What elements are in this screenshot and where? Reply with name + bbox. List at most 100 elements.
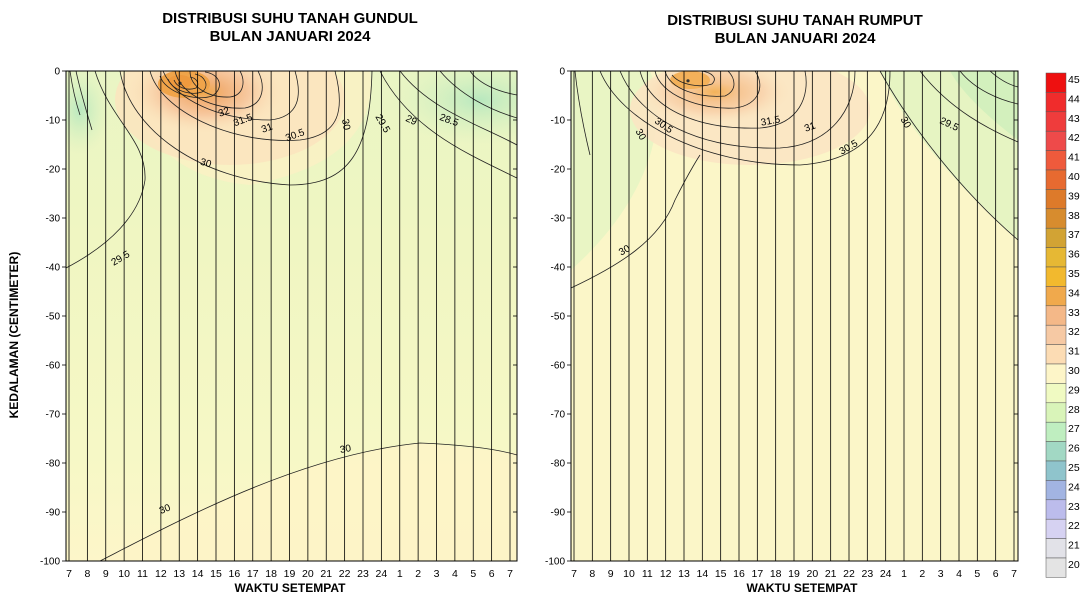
x-axis-label-rumput: WAKTU SETEMPAT [746,581,858,595]
colorbar-swatch [1045,441,1067,462]
x-tick-label: 12 [660,568,672,580]
contour-fill-gundul [66,71,517,561]
x-tick-label: 24 [880,568,892,580]
x-tick-label: 22 [843,568,855,580]
colorbar-swatch [1045,421,1067,442]
colorbar-label: 37 [1068,229,1080,241]
colorbar-swatch [1045,227,1067,248]
x-tick-label: 24 [376,568,388,580]
colorbar-swatch [1045,92,1067,113]
colorbar-swatch [1045,208,1067,229]
colorbar-label: 42 [1068,132,1080,144]
y-tick-label: -100 [545,557,565,568]
y-tick-label: -80 [551,459,566,470]
contour-label: 32 [217,105,232,119]
colorbar-label: 38 [1068,210,1080,222]
x-tick-label: 21 [825,568,837,580]
x-tick-label: 3 [434,568,440,580]
colorbar-swatch [1045,518,1067,539]
x-tick-label: 16 [733,568,745,580]
x-tick-label: 10 [623,568,635,580]
x-tick-label: 10 [118,568,130,580]
x-tick-label: 5 [470,568,476,580]
colorbar-label: 29 [1068,384,1080,396]
contour-label: 30 [633,127,648,143]
x-tick-label: 12 [155,568,167,580]
colorbar-label: 36 [1068,249,1080,261]
contour-label: 30 [339,118,352,131]
x-tick-label: 16 [229,568,241,580]
y-tick-label: -60 [46,361,61,372]
colorbar-swatch [1045,247,1067,268]
x-tick-label: 4 [956,568,962,580]
y-tick-label: -30 [46,214,61,225]
x-tick-label: 18 [770,568,782,580]
colorbar-swatch [1045,383,1067,404]
colorbar-swatch [1045,324,1067,345]
colorbar-label: 21 [1068,540,1080,552]
colorbar-label: 23 [1068,501,1080,513]
contour-label: 30 [898,115,913,131]
colorbar-swatch [1045,402,1067,423]
colorbar-label: 27 [1068,423,1080,435]
colorbar-label: 20 [1068,559,1080,571]
x-tick-label: 14 [192,568,204,580]
x-tick-label: 1 [397,568,403,580]
colorbar-label: 28 [1068,404,1080,416]
y-ticks-rumput: 0 -10 -20 -30 -40 -50 -60 -70 -80 -90 -100 [545,67,1018,568]
contour-label: 31.5 [760,114,782,128]
colorbar-swatch [1045,72,1067,93]
hotspot-marker [686,79,690,83]
y-tick-label: -50 [46,312,61,323]
x-tick-label: 9 [608,568,614,580]
y-tick-label: -70 [551,410,566,421]
colorbar-label: 44 [1068,93,1080,105]
y-ticks-gundul: 0 -10 -20 -30 -40 -50 -60 -70 -80 -90 -100 [40,67,517,568]
x-tick-label: 7 [507,568,513,580]
x-ticks-rumput: 7 8 9 10 11 12 13 14 15 16 17 18 19 20 21 22 23 24 1 2 3 4 5 6 7 [571,568,1017,580]
x-tick-label: 11 [137,568,148,580]
colorbar-label: 25 [1068,462,1080,474]
x-tick-label: 6 [489,568,495,580]
y-tick-label: -50 [551,312,566,323]
colorbar-label: 41 [1068,152,1080,164]
x-tick-label: 20 [806,568,818,580]
contour-label: 29 [404,113,419,128]
x-tick-label: 22 [339,568,351,580]
colorbar-swatch [1045,286,1067,307]
y-tick-label: -80 [46,459,61,470]
colorbar-swatch [1045,266,1067,287]
x-axis-label-gundul: WAKTU SETEMPAT [234,581,346,595]
x-tick-label: 15 [715,568,727,580]
colorbar-label: 39 [1068,190,1080,202]
x-tick-label: 18 [265,568,277,580]
x-tick-label: 13 [678,568,690,580]
contour-label: 30 [158,502,173,517]
y-tick-label: -40 [46,263,61,274]
colorbar-swatch [1045,344,1067,365]
title-line-1: DISTRIBUSI SUHU TANAH RUMPUT [667,12,923,29]
colorbar-swatch [1045,499,1067,520]
y-tick-label: -20 [46,165,61,176]
vertical-gridlines-rumput [573,71,1015,561]
colorbar-swatch [1045,538,1067,559]
x-tick-label: 14 [696,568,708,580]
x-ticks-gundul: 7 8 9 10 11 12 13 14 15 16 17 18 19 20 21 22 23 24 1 2 3 4 5 6 7 [66,568,513,580]
contour-lines-rumput [571,71,1018,289]
y-tick-label: -20 [551,165,566,176]
colorbar-swatch [1045,557,1067,578]
x-tick-label: 17 [247,568,259,580]
x-tick-label: 17 [751,568,763,580]
x-tick-label: 11 [642,568,653,580]
vertical-gridlines-gundul [68,71,511,561]
colorbar-label: 31 [1068,346,1080,358]
colorbar-swatch [1045,460,1067,481]
y-tick-label: -10 [551,116,566,127]
x-tick-label: 2 [919,568,925,580]
x-tick-label: 8 [589,568,595,580]
x-tick-label: 8 [84,568,90,580]
colorbar-swatch [1045,480,1067,501]
y-tick-label: 0 [559,67,565,78]
y-tick-label: -60 [551,361,566,372]
